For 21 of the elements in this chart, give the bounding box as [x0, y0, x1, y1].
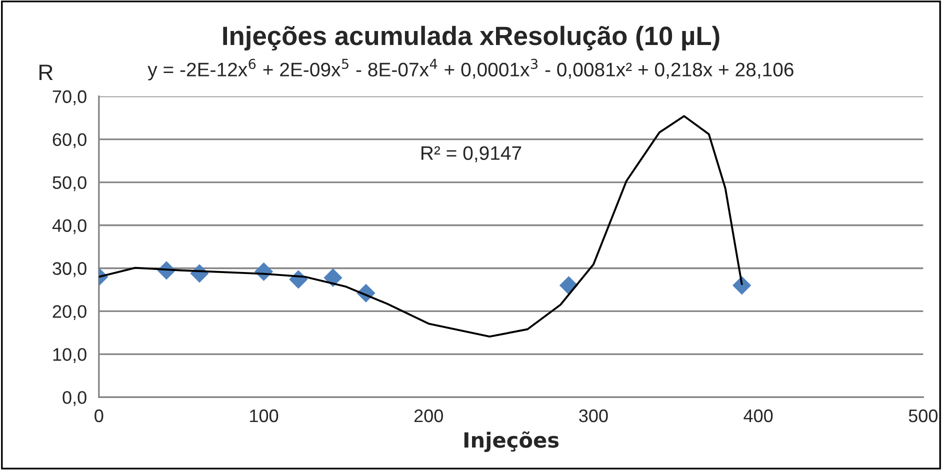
y-axis-title: R	[40, 64, 53, 80]
x-tick-label: 300	[579, 409, 608, 422]
y-tick-label: 40,0	[52, 219, 86, 234]
x-tick-label: 0	[94, 409, 104, 422]
text: y = -2E-12x$^{6}$ + 2E-09x$^{5}$ - 8E-07x$^{4}$ + 0,0001x$^{3}$ - 0,0081x² + 0,218x + 28,106	[148, 58, 794, 80]
y-tick-label: 60,0	[52, 133, 86, 148]
x-axis-title: Injeções	[464, 431, 559, 452]
x-tick-label: 200	[414, 409, 443, 422]
point	[732, 276, 752, 295]
x-tick-label: 100	[250, 409, 278, 422]
point	[324, 268, 342, 288]
chart-title: Injeções acumulada xResolução (10 µL)	[223, 26, 720, 50]
x-tick-label: 500	[908, 409, 938, 422]
x-tick-label: 400	[744, 409, 773, 422]
y-tick-label: 70,0	[52, 90, 86, 106]
annotation: R² = 0,9147	[422, 146, 522, 162]
y-tick-label: 50,0	[52, 176, 86, 192]
y-tick-label: 30,0	[52, 262, 86, 278]
y-tick-label: 10,0	[53, 348, 86, 364]
y-tick-label: 0,0	[62, 391, 86, 406]
y-tick-label: 20,0	[52, 305, 86, 320]
